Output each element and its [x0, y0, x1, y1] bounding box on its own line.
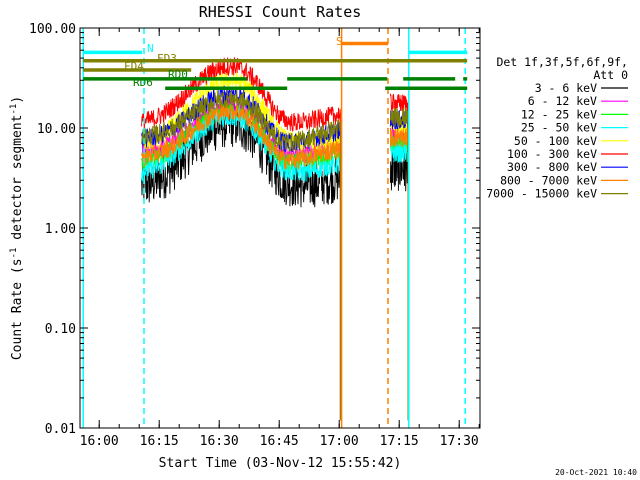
x-tick-label: 17:00 [320, 434, 359, 449]
flag-label-rd6: RD6 [133, 76, 153, 89]
generation-timestamp: 20-Oct-2021 10:40 [555, 468, 637, 477]
legend-label-3: 25 - 50 keV [521, 121, 597, 135]
legend-label-8: 7000 - 15000 keV [486, 187, 597, 201]
flag-label-fd4: FD4 [124, 60, 144, 73]
y-axis-label-part2: detector segment [10, 115, 25, 248]
legend-label-0: 3 - 6 keV [535, 81, 597, 95]
legend-label-7: 800 - 7000 keV [500, 173, 597, 187]
flag-label-s: S [336, 35, 343, 48]
y-axis-label: Count Rate (s-1 detector segment-1) [9, 96, 25, 360]
legend-header-line: Att 0 [593, 68, 628, 82]
x-tick-label: 16:30 [200, 434, 239, 449]
x-tick-label: 17:15 [380, 434, 419, 449]
legend-label-4: 50 - 100 keV [514, 134, 597, 148]
y-tick-label: 0.10 [45, 322, 76, 337]
y-tick-label: 1.00 [45, 222, 76, 237]
x-tick-label: 16:00 [80, 434, 119, 449]
y-tick-label: 0.01 [45, 422, 76, 437]
y-axis-label-sup2: -1 [9, 104, 19, 115]
legend-label-1: 6 - 12 keV [528, 94, 597, 108]
flag-label-rd0: RD0 [168, 68, 188, 81]
flag-label-fd3: FD3 [157, 52, 177, 65]
flag-label-n: N [147, 42, 154, 55]
legend-label-5: 100 - 300 keV [507, 147, 597, 161]
y-axis-label-part1: Count Rate (s [10, 258, 25, 360]
x-tick-label: 17:30 [440, 434, 479, 449]
y-axis-label-sup1: -1 [9, 248, 19, 259]
y-tick-label: 100.00 [29, 22, 76, 37]
series-line-7 [141, 101, 409, 421]
series-line-8 [141, 88, 409, 421]
legend-label-2: 12 - 25 keV [521, 107, 597, 121]
x-tick-label: 16:15 [140, 434, 179, 449]
x-tick-label: 16:45 [260, 434, 299, 449]
legend-header-line: Det 1f,3f,5f,6f,9f, [496, 55, 628, 69]
legend-label-6: 300 - 800 keV [507, 160, 597, 174]
x-axis-label: Start Time (03-Nov-12 15:55:42) [159, 456, 402, 471]
chart-title: RHESSI Count Rates [199, 3, 362, 21]
series-line-5 [141, 57, 409, 421]
y-axis-label-part3: ) [10, 96, 25, 104]
y-tick-label: 10.00 [37, 122, 76, 137]
